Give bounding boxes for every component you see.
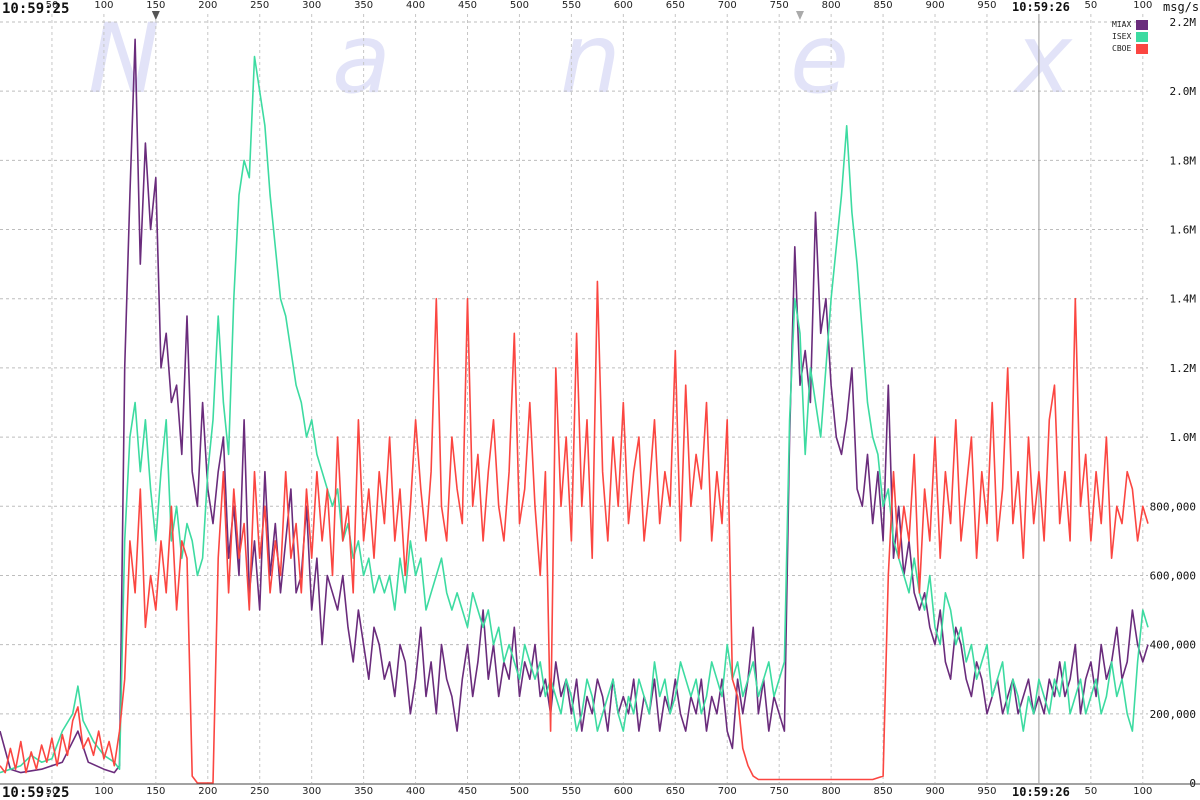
top-x-tick-label: 550 (562, 0, 581, 11)
legend-label-cboe: CBOE (1112, 44, 1131, 53)
bottom-x-tick-label: 600 (614, 786, 633, 797)
top-x-tick-label: 300 (302, 0, 321, 11)
top-x-tick-label: 950 (977, 0, 996, 11)
top-x-tick-label: 350 (354, 0, 373, 11)
top-x-tick-label: 450 (458, 0, 477, 11)
bottom-time-left: 10:59:25 (2, 785, 69, 800)
legend-swatch-isex (1136, 32, 1148, 42)
bottom-x-tick-label: 50 (1084, 786, 1097, 797)
bottom-x-tick-label: 250 (250, 786, 269, 797)
top-x-tick-label: 500 (510, 0, 529, 11)
top-x-tick-label: 150 (146, 0, 165, 11)
top-x-tick-label: 400 (406, 0, 425, 11)
top-x-tick-label: 800 (822, 0, 841, 11)
bottom-x-tick-label: 650 (666, 786, 685, 797)
bottom-x-tick-label: 300 (302, 786, 321, 797)
series-line-miax (0, 38, 1149, 774)
top-x-tick-label: 750 (770, 0, 789, 11)
y-tick-label: 400,000 (1150, 639, 1196, 652)
y-tick-label: 1.0M (1170, 431, 1197, 444)
top-x-tick-label: 900 (925, 0, 944, 11)
watermark-letter: x (1012, 3, 1073, 115)
top-x-tick-label: 250 (250, 0, 269, 11)
legend: MIAX ISEX CBOE (1112, 20, 1148, 54)
bottom-x-tick-label: 200 (198, 786, 217, 797)
y-tick-label: 2.2M (1170, 16, 1197, 29)
top-x-tick-label: 50 (1084, 0, 1097, 11)
top-x-tick-label: 650 (666, 0, 685, 11)
top-time-left: 10:59:25 (2, 1, 69, 17)
top-x-tick-label: 200 (198, 0, 217, 11)
bottom-x-tick-label: 100 (1133, 786, 1152, 797)
top-x-tick-label: 700 (718, 0, 737, 11)
y-tick-label: 600,000 (1150, 569, 1196, 582)
y-tick-label: 1.2M (1170, 362, 1197, 375)
y-tick-label: 1.8M (1170, 154, 1197, 167)
unit-label: msg/s (1163, 0, 1199, 14)
legend-swatch-miax (1136, 20, 1148, 30)
bottom-x-tick-label: 750 (770, 786, 789, 797)
bottom-x-tick-label: 100 (94, 786, 113, 797)
marker-triangle (795, 11, 804, 20)
legend-swatch-cboe (1136, 44, 1148, 54)
bottom-x-tick-label: 350 (354, 786, 373, 797)
bottom-x-tick-label: 950 (977, 786, 996, 797)
series-line-isex (0, 55, 1149, 774)
bottom-x-tick-label: 500 (510, 786, 529, 797)
top-x-tick-label: 50 (46, 0, 59, 11)
bottom-x-tick-label: 700 (718, 786, 737, 797)
legend-label-isex: ISEX (1112, 32, 1131, 41)
bottom-x-tick-label: 850 (874, 786, 893, 797)
y-tick-label: 2.0M (1170, 85, 1197, 98)
bottom-x-tick-label: 50 (46, 786, 59, 797)
grid (0, 14, 1148, 783)
bottom-x-tick-label: 150 (146, 786, 165, 797)
bottom-x-tick-label: 800 (822, 786, 841, 797)
watermark-letter: N (88, 3, 160, 115)
top-x-tick-label: 100 (94, 0, 113, 11)
y-tick-label: 800,000 (1150, 500, 1196, 513)
bottom-x-tick-label: 450 (458, 786, 477, 797)
watermark-letter: e (790, 3, 849, 115)
bottom-x-tick-label: 550 (562, 786, 581, 797)
watermark-letter: a (332, 3, 391, 115)
top-x-tick-label: 100 (1133, 0, 1152, 11)
legend-label-miax: MIAX (1112, 20, 1131, 29)
bottom-x-tick-label: 900 (925, 786, 944, 797)
y-tick-label: 200,000 (1150, 708, 1196, 721)
top-time-right: 10:59:26 (1012, 0, 1070, 14)
top-x-tick-label: 850 (874, 0, 893, 11)
y-tick-label: 1.4M (1170, 293, 1197, 306)
marker-triangle (151, 11, 160, 20)
series-line-cboe (0, 280, 1149, 784)
watermark-letter: n (560, 3, 621, 115)
bottom-time-right: 10:59:26 (1012, 785, 1070, 799)
top-x-tick-label: 600 (614, 0, 633, 11)
y-tick-label: 1.6M (1170, 224, 1197, 237)
bottom-x-tick-label: 400 (406, 786, 425, 797)
series-layer (0, 38, 1149, 784)
